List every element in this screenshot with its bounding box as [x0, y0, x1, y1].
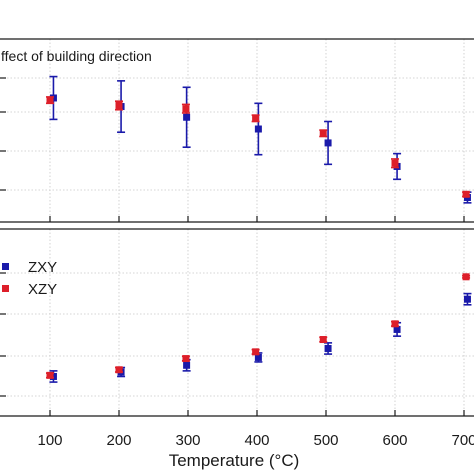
grid-layer — [0, 39, 474, 416]
data-point-zxy — [183, 361, 191, 369]
data-point-xzy — [46, 371, 54, 379]
series-zxy-panel-bottom — [49, 292, 472, 383]
axes-frames — [0, 38, 474, 417]
data-point-zxy — [254, 353, 262, 361]
x-tick-label: 600 — [382, 432, 407, 449]
x-tick-label: 200 — [106, 432, 131, 449]
tick-marks — [0, 77, 465, 416]
legend-marker-xzy — [2, 285, 9, 292]
legend-label-xzy: XZY — [28, 281, 57, 298]
x-tick-label: 400 — [244, 432, 269, 449]
data-point-xzy — [391, 159, 399, 167]
data-point-xzy — [182, 105, 190, 113]
data-point-xzy — [252, 348, 260, 356]
data-point-xzy — [391, 320, 399, 328]
data-point-zxy — [183, 113, 191, 121]
x-axis-title: Temperature (°C) — [169, 451, 300, 470]
data-point-xzy — [46, 96, 54, 104]
top-panel-annotation: ffect of building direction — [1, 48, 152, 64]
legend-label-zxy: ZXY — [28, 259, 57, 276]
data-point-zxy — [393, 325, 401, 333]
data-point-xzy — [319, 336, 327, 344]
data-point-xzy — [115, 366, 123, 374]
data-point-zxy — [324, 344, 332, 352]
data-layer — [46, 75, 472, 383]
data-point-xzy — [252, 114, 260, 122]
legend-marker-zxy — [2, 263, 9, 270]
x-tick-label: 700 — [451, 432, 474, 449]
x-tick-label: 300 — [175, 432, 200, 449]
data-point-xzy — [182, 355, 190, 363]
legend: ZXY XZY — [2, 259, 57, 298]
x-tick-labels: 100 200 300 400 500 600 700 — [37, 432, 474, 449]
x-tick-label: 100 — [37, 432, 62, 449]
data-point-xzy — [319, 129, 327, 137]
data-point-xzy — [462, 273, 470, 281]
data-point-zxy — [463, 295, 471, 303]
x-tick-label: 500 — [313, 432, 338, 449]
data-point-xzy — [462, 190, 470, 198]
series-zxy-panel-top — [49, 75, 472, 204]
data-point-zxy — [254, 125, 262, 133]
data-point-xzy — [115, 101, 123, 109]
series-xzy-panel-bottom — [46, 273, 471, 379]
series-xzy-panel-top — [46, 96, 471, 198]
data-point-zxy — [324, 139, 332, 147]
